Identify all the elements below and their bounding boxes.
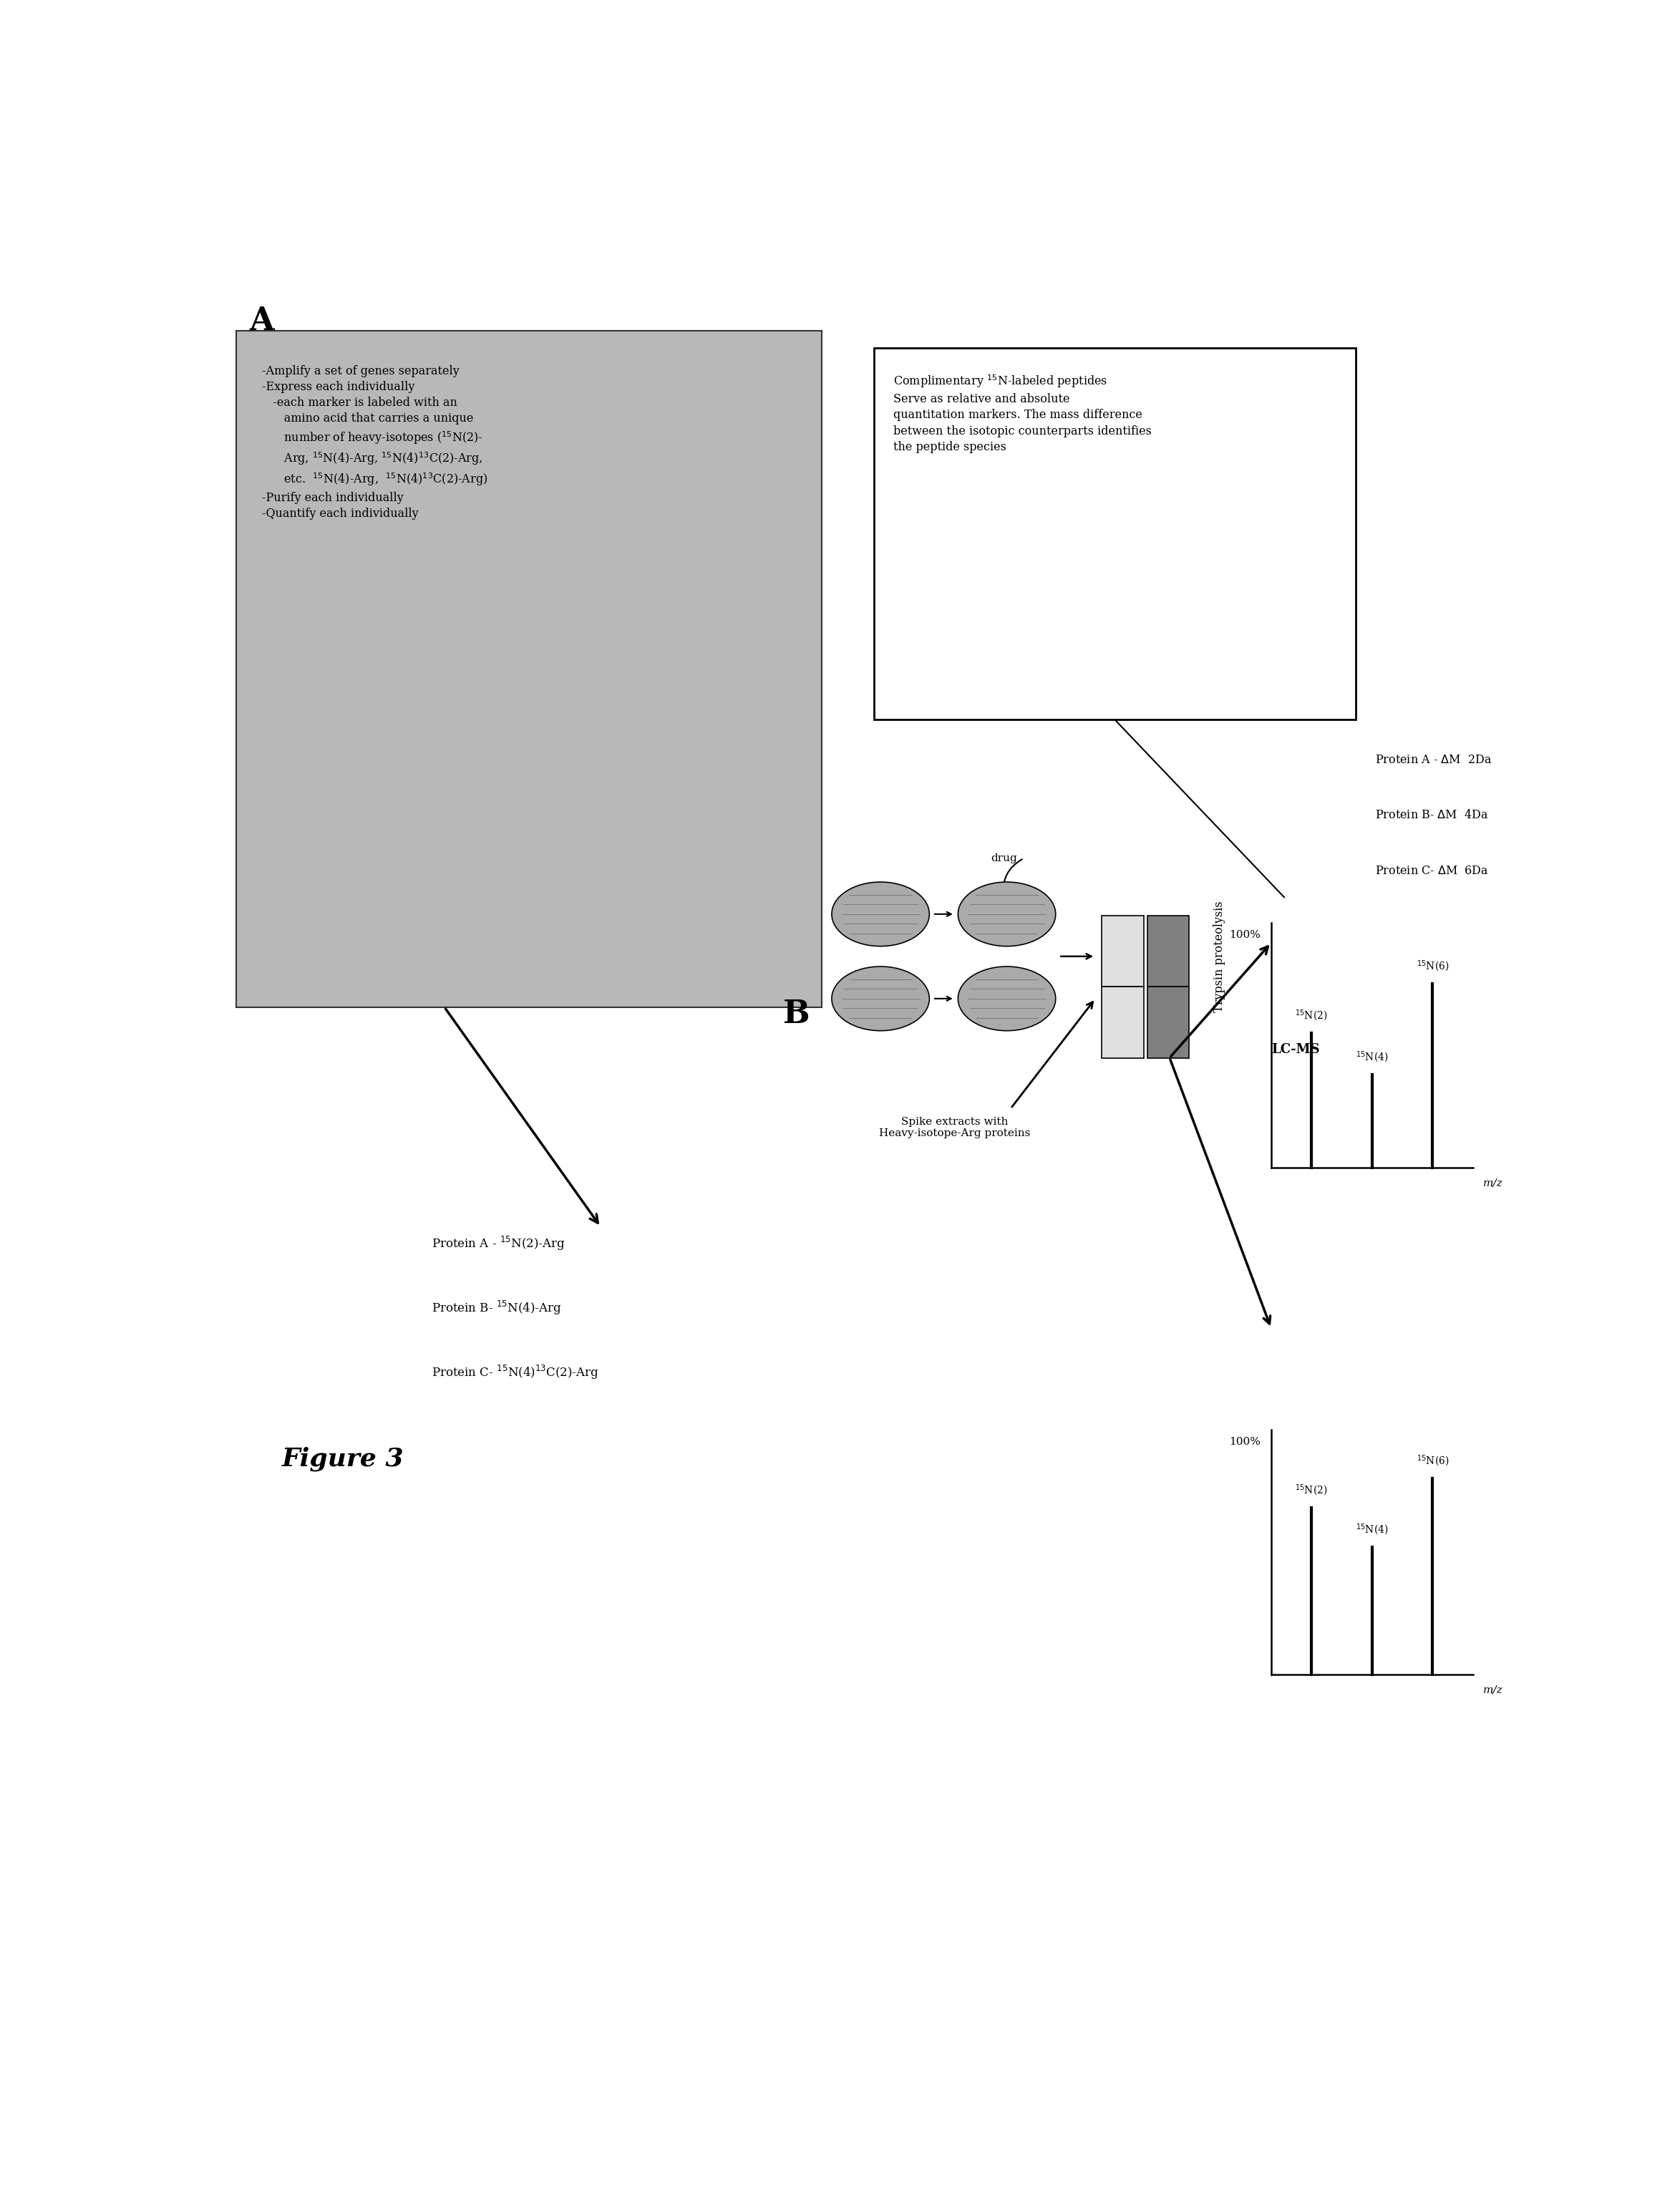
Text: Protein A - $^{15}$N(2)-Arg: Protein A - $^{15}$N(2)-Arg <box>432 1236 564 1253</box>
Bar <box>1102 988 1144 1058</box>
Bar <box>874 349 1356 720</box>
Bar <box>1102 915 1144 988</box>
Ellipse shape <box>958 882 1055 946</box>
Bar <box>1147 915 1189 988</box>
Text: m/z: m/z <box>1483 1686 1504 1695</box>
Text: $^{15}$N(2): $^{15}$N(2) <box>1295 1008 1327 1023</box>
Text: $^{15}$N(6): $^{15}$N(6) <box>1416 959 1448 975</box>
Text: Protein A - $\Delta$M  2Da: Protein A - $\Delta$M 2Da <box>1376 753 1492 766</box>
Ellipse shape <box>832 882 929 946</box>
Text: 100%: 100% <box>1230 931 1260 939</box>
Text: Protein C- $\Delta$M  6Da: Protein C- $\Delta$M 6Da <box>1376 865 1488 878</box>
Text: Protein C- $^{15}$N(4)$^{13}$C(2)-Arg: Protein C- $^{15}$N(4)$^{13}$C(2)-Arg <box>432 1363 598 1381</box>
Text: A: A <box>249 305 274 336</box>
Bar <box>1147 988 1189 1058</box>
Text: $^{15}$N(6): $^{15}$N(6) <box>1416 1453 1448 1468</box>
Text: Protein B- $^{15}$N(4)-Arg: Protein B- $^{15}$N(4)-Arg <box>432 1299 561 1317</box>
Ellipse shape <box>958 966 1055 1032</box>
Text: -Amplify a set of genes separately
-Express each individually
   -each marker is: -Amplify a set of genes separately -Expr… <box>262 364 487 520</box>
Text: B: B <box>783 999 810 1029</box>
Text: Trypsin proteolysis: Trypsin proteolysis <box>1213 900 1225 1012</box>
Bar <box>235 331 822 1008</box>
Text: drug: drug <box>991 854 1018 863</box>
Text: $^{15}$N(2): $^{15}$N(2) <box>1295 1484 1327 1497</box>
Text: $^{15}$N(4): $^{15}$N(4) <box>1356 1049 1388 1065</box>
Text: m/z: m/z <box>1483 1179 1504 1187</box>
Text: Figure 3: Figure 3 <box>282 1447 403 1471</box>
Text: Spike extracts with
Heavy-isotope-Arg proteins: Spike extracts with Heavy-isotope-Arg pr… <box>879 1117 1030 1139</box>
Text: Complimentary $^{15}$N-labeled peptides
Serve as relative and absolute
quantitat: Complimentary $^{15}$N-labeled peptides … <box>894 373 1152 452</box>
Ellipse shape <box>832 966 929 1032</box>
Text: Protein B- $\Delta$M  4Da: Protein B- $\Delta$M 4Da <box>1376 810 1488 821</box>
Text: LC-MS: LC-MS <box>1272 1043 1319 1056</box>
Text: $^{15}$N(4): $^{15}$N(4) <box>1356 1523 1388 1536</box>
Text: 100%: 100% <box>1230 1438 1260 1447</box>
